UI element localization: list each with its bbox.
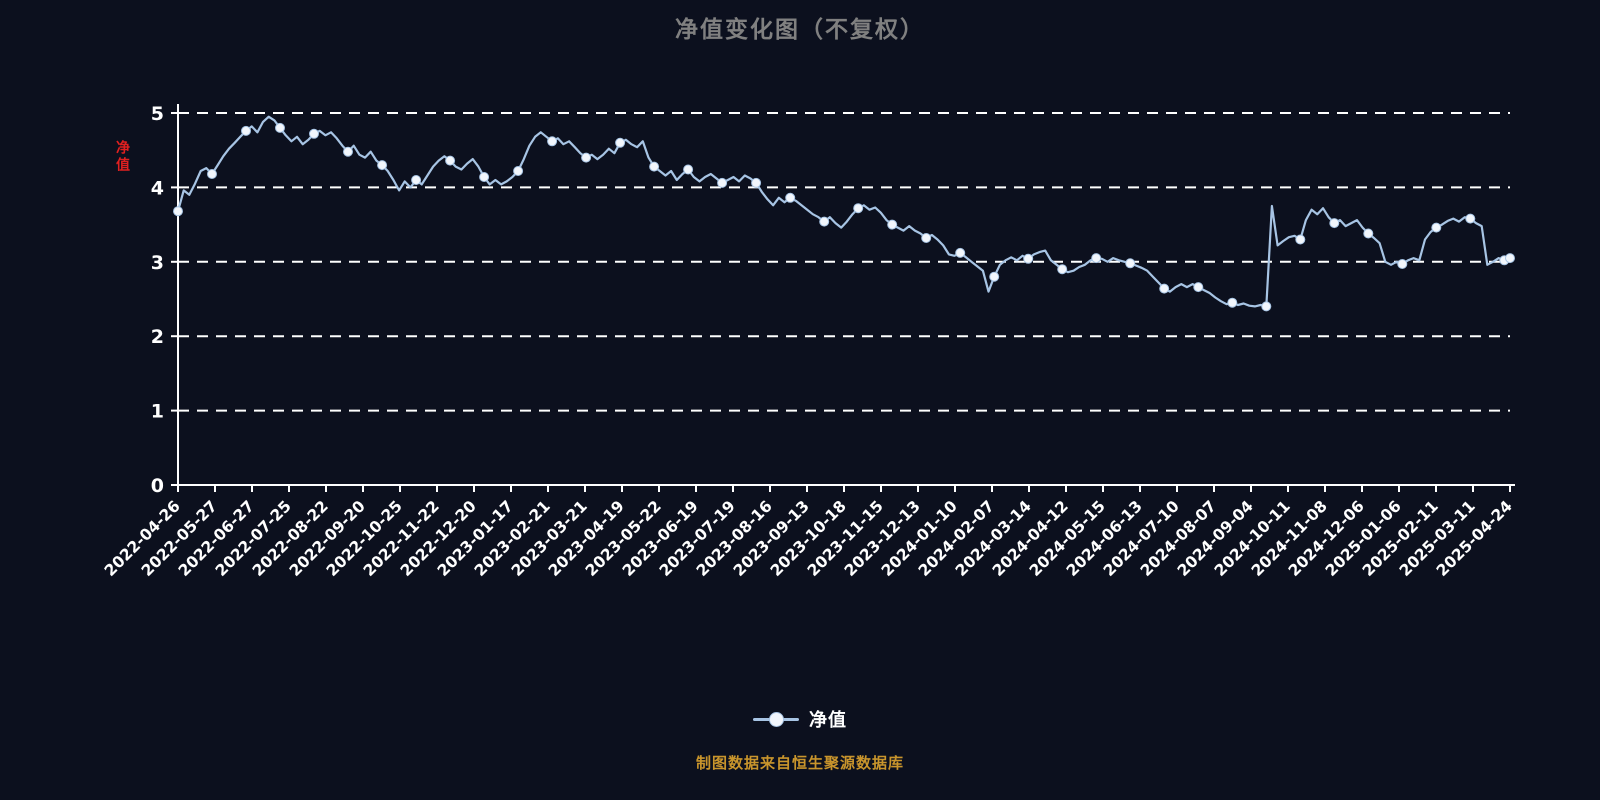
data-point-marker	[1057, 264, 1068, 275]
data-point-marker	[173, 206, 183, 217]
y-tick-label: 3	[151, 252, 164, 274]
legend-series-label: 净值	[809, 710, 847, 731]
y-tick-label: 5	[151, 103, 164, 125]
data-point-marker	[989, 271, 1000, 282]
data-point-marker	[479, 172, 490, 182]
data-point-marker	[887, 219, 898, 230]
data-point-marker	[1125, 258, 1136, 269]
y-tick-label: 0	[151, 475, 164, 497]
legend[interactable]: 净值	[0, 706, 1600, 732]
data-point-marker	[717, 177, 728, 188]
data-point-marker	[411, 175, 422, 185]
data-point-marker	[445, 155, 456, 166]
data-point-marker	[1397, 259, 1408, 269]
data-point-marker	[309, 128, 319, 139]
data-point-marker	[1227, 297, 1238, 308]
data-point-marker	[1329, 218, 1340, 229]
data-point-marker	[343, 146, 353, 157]
data-point-marker	[649, 161, 660, 172]
data-point-marker	[785, 192, 796, 203]
data-point-marker	[1431, 222, 1442, 233]
data-point-marker	[853, 203, 864, 214]
y-axis-unit-label: 净值	[114, 140, 130, 174]
data-point-marker	[615, 137, 626, 148]
y-tick-label: 4	[151, 177, 164, 199]
data-source-note: 制图数据来自恒生聚源数据库	[695, 754, 904, 772]
data-point-marker	[683, 164, 694, 175]
legend-circle-marker-icon	[769, 711, 784, 727]
y-tick-label: 1	[151, 401, 164, 423]
data-point-marker	[1091, 253, 1102, 264]
data-point-marker	[1193, 282, 1204, 293]
net-value-line-chart: 0123452022-04-262022-05-272022-06-272022…	[101, 103, 1516, 580]
data-point-marker	[1261, 301, 1272, 312]
data-point-marker	[1505, 253, 1515, 264]
data-point-marker	[275, 122, 285, 133]
y-tick-label: 2	[151, 326, 164, 348]
data-point-marker	[819, 216, 830, 227]
data-point-marker	[1465, 213, 1476, 224]
data-point-marker	[955, 247, 966, 258]
data-point-marker	[1023, 253, 1034, 264]
net-value-series-line	[176, 115, 1511, 308]
data-point-marker	[1363, 228, 1374, 239]
data-point-marker	[1159, 283, 1170, 294]
data-point-marker	[921, 233, 932, 243]
chart-title: 净值变化图（不复权）	[675, 17, 925, 43]
data-point-marker	[241, 125, 251, 136]
data-point-marker	[581, 152, 592, 163]
data-point-marker	[207, 169, 217, 179]
data-point-marker	[547, 136, 558, 147]
data-point-marker	[513, 166, 524, 176]
data-point-marker	[377, 160, 388, 171]
data-point-marker	[751, 177, 762, 188]
data-point-marker	[1295, 234, 1306, 245]
legend-line-marker-icon	[753, 711, 799, 727]
